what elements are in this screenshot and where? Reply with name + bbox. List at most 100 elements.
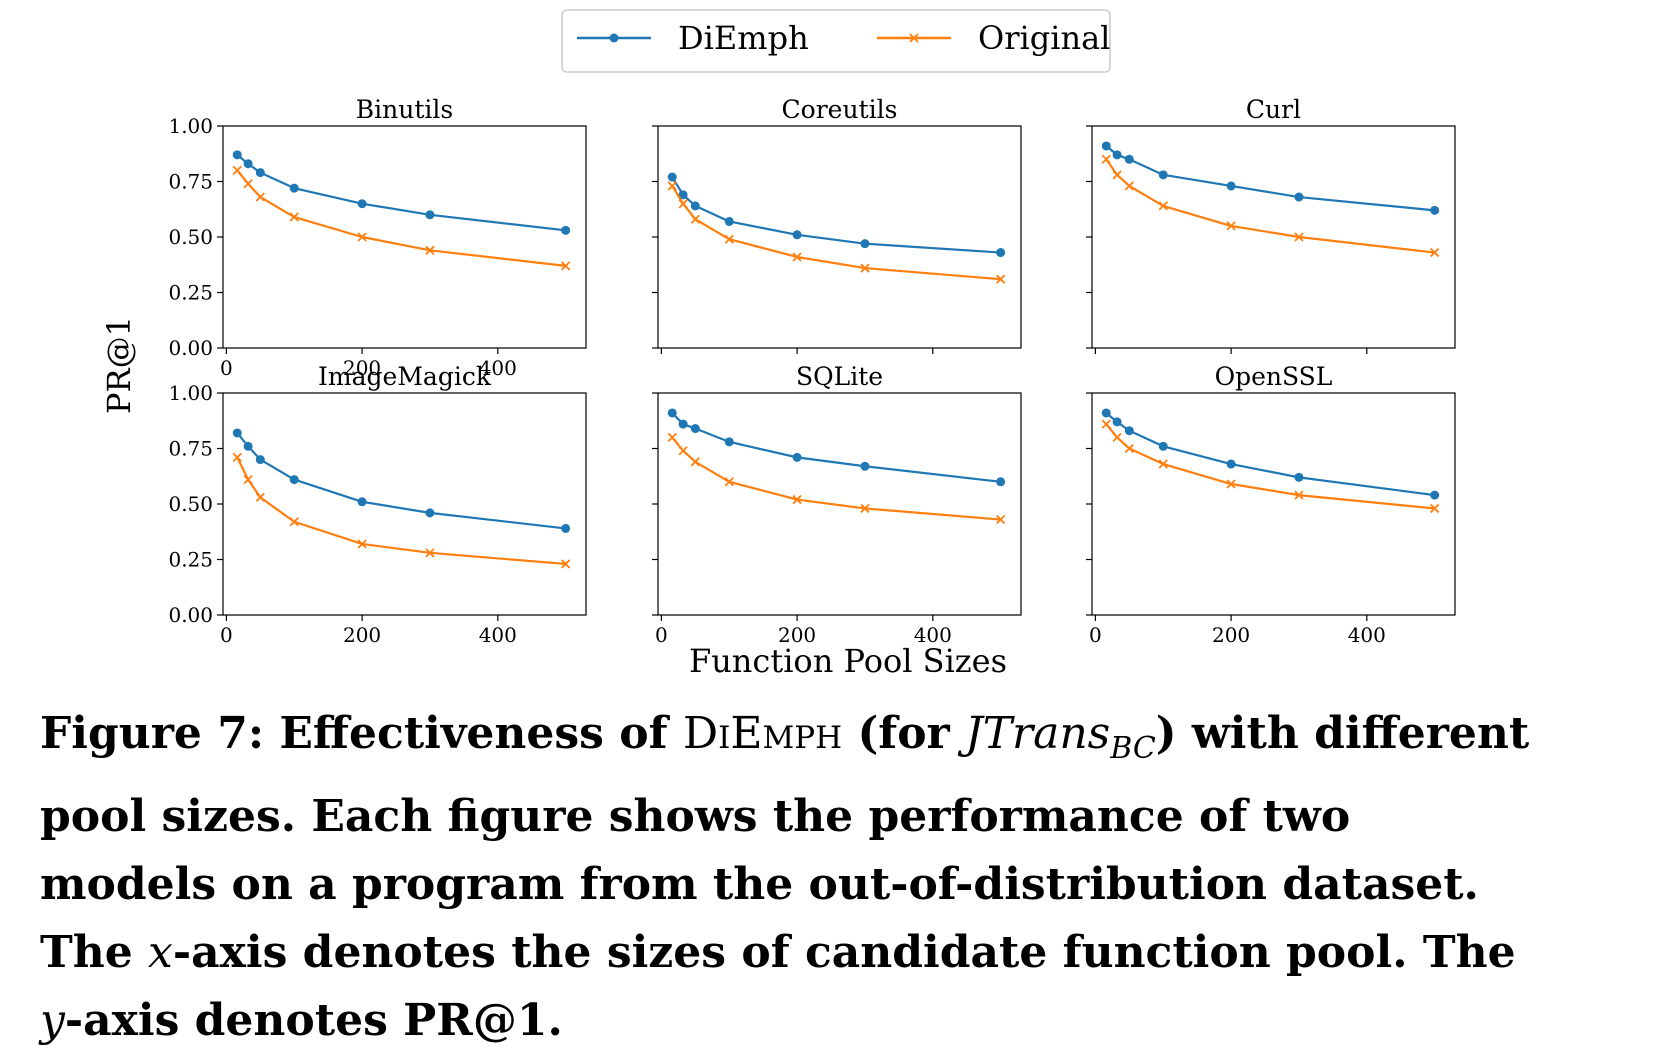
series-line-original [671, 436, 1001, 521]
data-point-diemph [561, 225, 571, 235]
caption-text-3: ) with different pool sizes. Each figure… [40, 708, 1530, 978]
data-point-original [425, 245, 435, 255]
y-tick-label: 0.25 [168, 548, 213, 572]
data-point-diemph [792, 452, 802, 462]
caption-model-subscript: BC [1110, 730, 1156, 766]
y-tick-label: 0.75 [168, 170, 213, 194]
data-point-original [690, 214, 700, 224]
plot-frame [1091, 125, 1456, 349]
data-point-original [792, 494, 802, 505]
data-point-original [243, 474, 253, 485]
subplot-openssl: OpenSSL 0 200 400 [1086, 362, 1456, 647]
data-point-diemph [667, 172, 677, 182]
subplot-sqlite: SQLite 0 200 400 [652, 362, 1022, 647]
data-point-original [561, 559, 571, 569]
legend-label-diemph: DiEmph [678, 19, 809, 57]
x-tick-label: 400 [479, 356, 517, 380]
data-point-diemph [289, 475, 299, 485]
y-tick-label: 0.75 [168, 437, 213, 461]
data-point-diemph [255, 455, 265, 465]
data-point-diemph [1294, 192, 1304, 202]
data-point-diemph [1112, 150, 1122, 160]
data-point-diemph [561, 523, 571, 533]
data-point-original [1124, 181, 1134, 191]
data-point-original [1294, 490, 1304, 500]
data-point-diemph [860, 239, 870, 249]
data-point-original [667, 432, 677, 443]
data-point-original [232, 165, 242, 176]
data-point-original [724, 234, 734, 244]
plot-frame [1091, 392, 1456, 616]
data-point-diemph [1124, 426, 1134, 436]
data-point-original [1226, 221, 1236, 231]
data-point-original [690, 457, 700, 467]
data-point-original [561, 261, 571, 271]
data-point-original [289, 212, 299, 222]
legend-marker-original [909, 33, 919, 43]
data-point-diemph [1294, 472, 1304, 482]
data-point-original [357, 539, 367, 549]
data-point-diemph [289, 183, 299, 193]
figure: DiEmph Original PR@1 Function Pool Sizes… [100, 9, 1456, 680]
data-point-original [860, 263, 870, 273]
data-point-original [1112, 432, 1122, 443]
series-line-diemph [236, 432, 566, 530]
subplot-title: Binutils [356, 95, 453, 124]
subplot-coreutils: Coreutils [652, 95, 1022, 354]
data-point-diemph [425, 508, 435, 518]
subplot-title: Curl [1246, 95, 1301, 124]
subplot-imagemagick: ImageMagick 0.00 0.25 0.50 0.75 1.00 0 200 400 [168, 362, 587, 647]
data-point-original [1158, 201, 1168, 211]
data-point-diemph [690, 201, 700, 211]
data-point-original [425, 548, 435, 558]
x-tick-label: 0 [655, 623, 668, 647]
series-line-diemph [671, 176, 1001, 254]
data-point-original [1124, 443, 1134, 454]
data-point-original [724, 477, 734, 487]
x-axis-label: Function Pool Sizes [689, 642, 1007, 680]
data-point-diemph [232, 428, 242, 438]
subplot-grid: Binutils 0.00 0.25 0.50 0.75 1.00 0 200 400 Coreu… [168, 95, 1456, 647]
plot-frame [222, 125, 587, 349]
caption-text-1: Figure 7: Effectiveness of [40, 708, 683, 759]
data-point-diemph [1430, 490, 1440, 500]
data-point-diemph [678, 419, 688, 429]
subplot-binutils: Binutils 0.00 0.25 0.50 0.75 1.00 0 200 400 [168, 95, 587, 380]
y-tick-label: 1.00 [168, 114, 213, 138]
data-point-original [678, 199, 688, 209]
data-point-diemph [1158, 441, 1168, 451]
y-axis-label: PR@1 [100, 316, 138, 414]
data-point-diemph [996, 477, 1006, 487]
y-tick-label: 0.50 [168, 492, 213, 516]
data-point-diemph [232, 150, 242, 160]
plot-frame [657, 125, 1022, 349]
x-tick-label: 200 [343, 356, 381, 380]
legend-box [561, 9, 1111, 73]
data-point-original [1158, 459, 1168, 469]
data-point-original [678, 446, 688, 456]
subplot-title: ImageMagick [318, 362, 492, 391]
data-point-diemph [724, 216, 734, 226]
subplot-title: Coreutils [782, 95, 898, 124]
data-point-original [1430, 247, 1440, 258]
data-point-diemph [1112, 417, 1122, 427]
data-point-original [255, 492, 265, 502]
data-point-original [1112, 170, 1122, 180]
y-tick-label: 0.00 [168, 603, 213, 627]
x-tick-label: 200 [1212, 623, 1250, 647]
plot-frame [657, 392, 1022, 616]
caption-x-symbol: x [148, 926, 173, 978]
data-point-diemph [357, 199, 367, 209]
y-tick-label: 1.00 [168, 381, 213, 405]
legend-marker-diemph [609, 33, 619, 43]
data-point-original [357, 232, 367, 242]
series-line-diemph [1105, 412, 1435, 497]
data-point-diemph [255, 168, 265, 178]
data-point-original [860, 503, 870, 514]
data-point-diemph [243, 159, 253, 169]
series-line-original [236, 456, 566, 566]
data-point-diemph [1158, 170, 1168, 180]
data-point-original [1101, 419, 1111, 429]
caption-y-symbol: y [40, 994, 65, 1046]
caption-model-name: JTrans [965, 708, 1111, 759]
